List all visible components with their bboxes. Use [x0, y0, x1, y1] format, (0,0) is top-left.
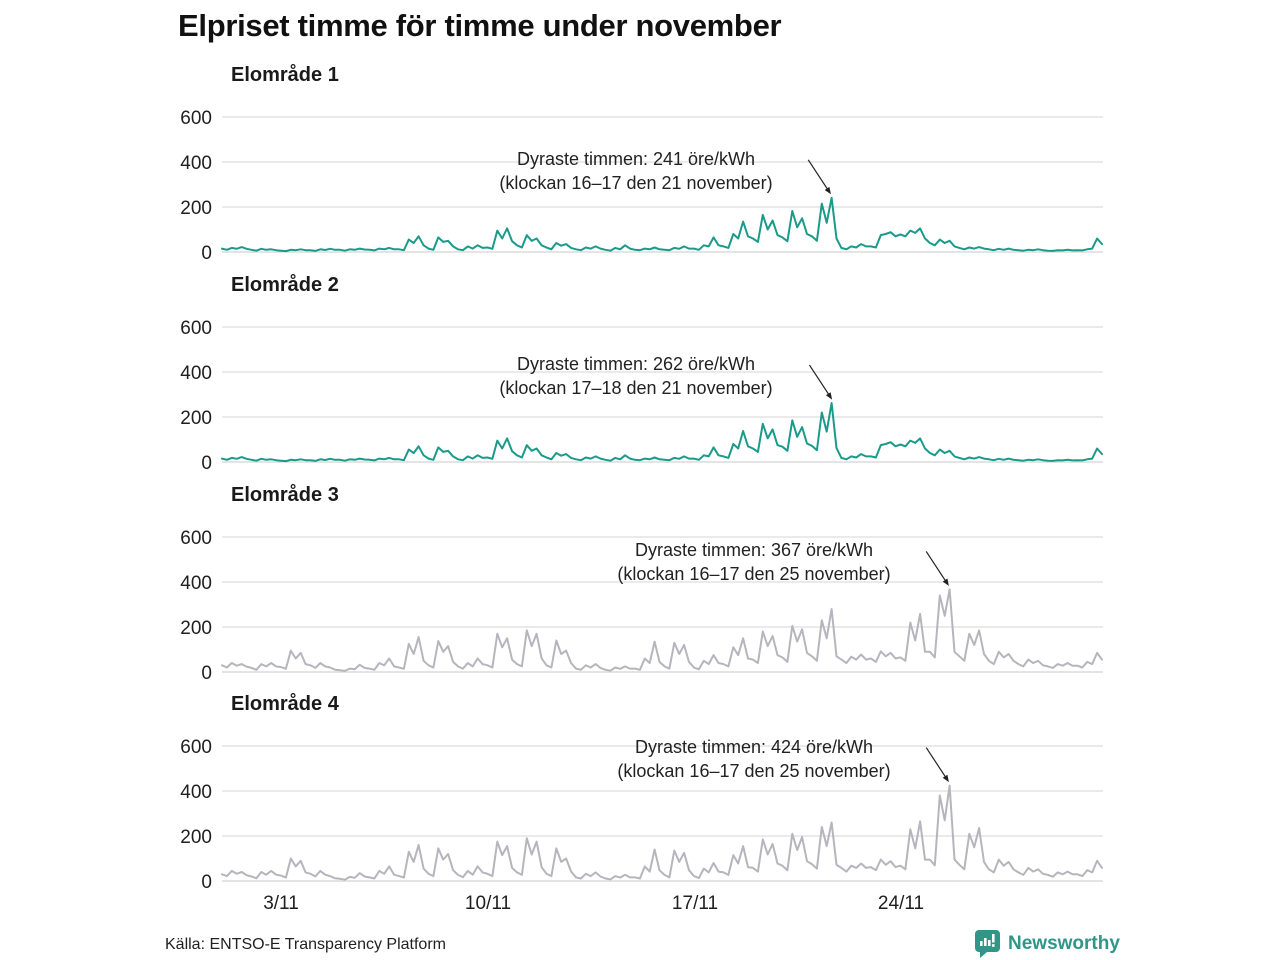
price-line	[221, 588, 1103, 672]
chart-elomrade-3: 600 400 200 0 Dyraste timmen: 367 öre/kW…	[180, 528, 1103, 679]
ytick-400: 400	[180, 573, 212, 594]
ytick-0: 0	[201, 663, 212, 679]
annotation-line2: (klockan 17–18 den 21 november)	[499, 378, 772, 398]
source-note: Källa: ENTSO-E Transparency Platform	[165, 936, 446, 953]
xtick-3-11: 3/11	[263, 893, 299, 914]
newsworthy-wordmark: Newsworthy	[1008, 932, 1120, 954]
ytick-600: 600	[180, 108, 212, 129]
price-line	[221, 402, 1103, 463]
chart-title-elomrade-4: Elområde 4	[231, 693, 339, 715]
annotation-line1: Dyraste timmen: 424 öre/kWh	[635, 737, 873, 757]
newsworthy-logo: Newsworthy	[974, 929, 1120, 958]
xtick-10-11: 10/11	[464, 893, 512, 914]
ytick-0: 0	[201, 872, 212, 888]
ytick-400: 400	[180, 782, 212, 803]
ytick-200: 200	[180, 618, 212, 639]
ytick-200: 200	[180, 827, 212, 848]
price-line	[221, 784, 1103, 881]
ytick-400: 400	[180, 363, 212, 384]
ytick-600: 600	[180, 737, 212, 758]
annotation-line1: Dyraste timmen: 262 öre/kWh	[517, 354, 755, 374]
chart-title-elomrade-2: Elområde 2	[231, 274, 339, 296]
ytick-600: 600	[180, 528, 212, 549]
annotation-arrowhead	[942, 578, 949, 586]
chart-title-elomrade-3: Elområde 3	[231, 484, 339, 506]
ytick-0: 0	[201, 453, 212, 469]
ytick-200: 200	[180, 408, 212, 429]
price-line	[221, 196, 1103, 253]
ytick-200: 200	[180, 198, 212, 219]
chart-title-elomrade-1: Elområde 1	[231, 64, 339, 86]
annotation-arrow	[925, 747, 948, 780]
annotation-arrowhead	[825, 392, 833, 400]
ytick-400: 400	[180, 153, 212, 174]
ytick-0: 0	[201, 243, 212, 259]
chart-elomrade-2: 600 400 200 0 Dyraste timmen: 262 öre/kW…	[180, 318, 1103, 469]
annotation-line2: (klockan 16–17 den 25 november)	[617, 564, 890, 584]
newsworthy-icon	[975, 930, 1000, 958]
annotation-arrow	[807, 159, 830, 193]
annotation-line1: Dyraste timmen: 241 öre/kWh	[517, 149, 755, 169]
ytick-600: 600	[180, 318, 212, 339]
annotation-line2: (klockan 16–17 den 25 november)	[617, 761, 890, 781]
annotation-arrowhead	[942, 774, 949, 783]
chart-elomrade-4: 600 400 200 0 Dyraste timmen: 424 öre/kW…	[180, 737, 1103, 888]
chart-elomrade-1: 600 400 200 0 Dyraste timmen: 241 öre/kW…	[180, 108, 1103, 259]
xtick-17-11: 17/11	[671, 893, 719, 914]
annotation-line1: Dyraste timmen: 367 öre/kWh	[635, 540, 873, 560]
annotation-arrow	[925, 551, 948, 584]
annotation-arrowhead	[824, 186, 831, 195]
page-title: Elpriset timme för timme under november	[178, 8, 782, 43]
xtick-24-11: 24/11	[877, 893, 925, 914]
annotation-line2: (klockan 16–17 den 21 november)	[499, 173, 772, 193]
annotation-arrow	[808, 364, 831, 398]
